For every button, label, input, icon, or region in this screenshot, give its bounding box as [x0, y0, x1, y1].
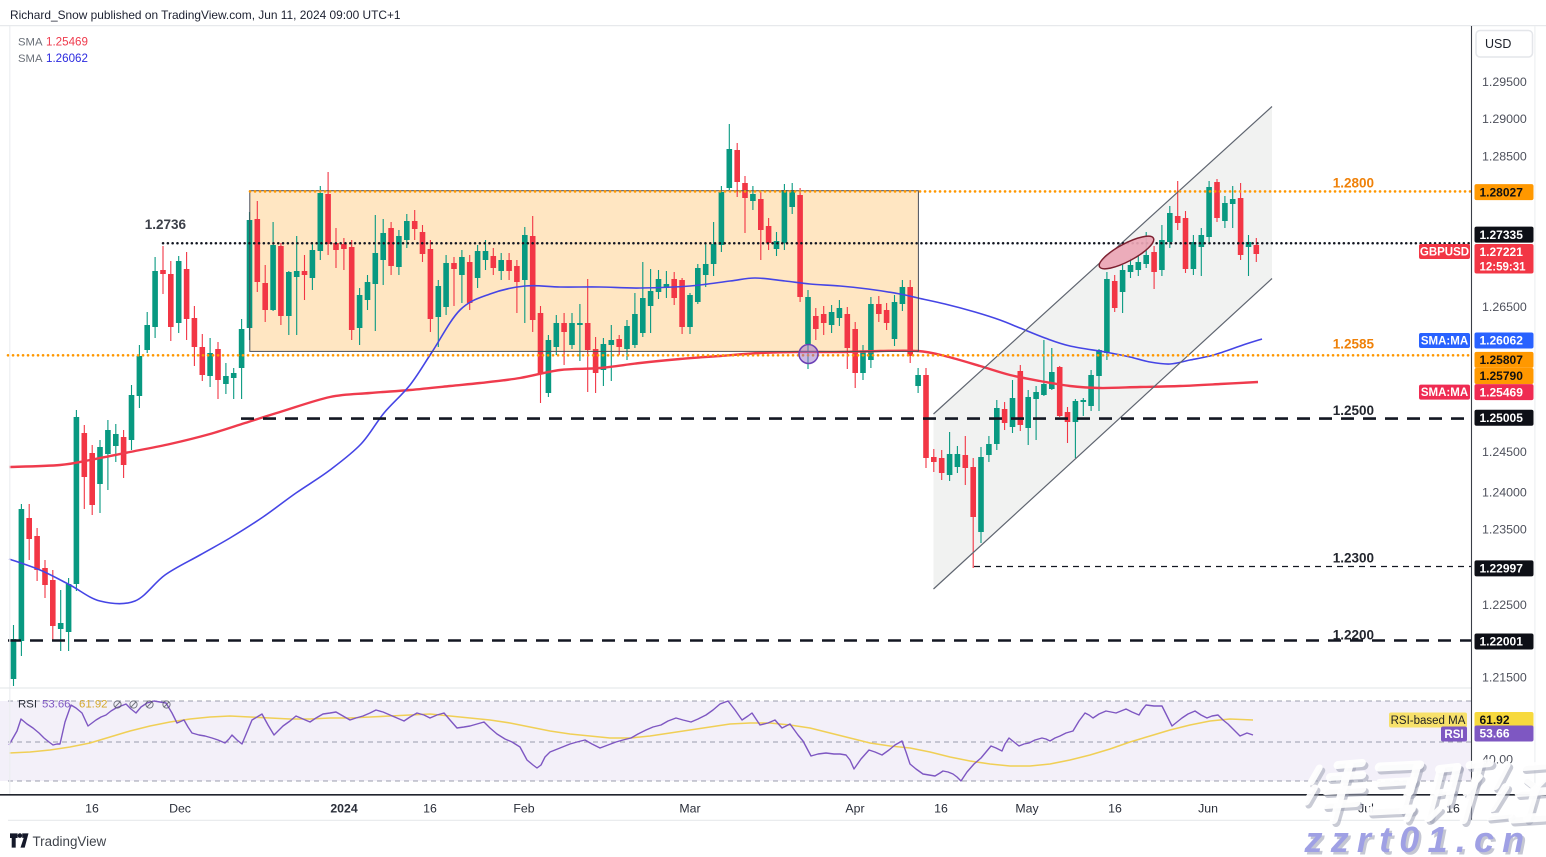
svg-text:1.27335: 1.27335: [1480, 228, 1524, 242]
svg-text:RSI: RSI: [1444, 729, 1463, 741]
svg-text:1.26500: 1.26500: [1482, 300, 1527, 314]
svg-text:1.25469: 1.25469: [46, 36, 88, 49]
svg-text:RSI: RSI: [18, 699, 37, 711]
svg-text:1.2800: 1.2800: [1333, 176, 1374, 191]
svg-text:1.2736: 1.2736: [145, 217, 187, 232]
svg-text:1.27221: 1.27221: [1480, 245, 1524, 259]
svg-text:1.29500: 1.29500: [1482, 75, 1527, 89]
svg-text:1.22997: 1.22997: [1480, 562, 1524, 576]
svg-text:16: 16: [423, 802, 437, 816]
svg-text:16: 16: [1108, 802, 1122, 816]
svg-text:16: 16: [934, 802, 948, 816]
svg-text:1.22001: 1.22001: [1480, 635, 1524, 649]
svg-text:zzrt01.cn: zzrt01.cn: [1306, 822, 1535, 857]
svg-text:Jun: Jun: [1198, 802, 1218, 816]
svg-text:1.2200: 1.2200: [1333, 628, 1374, 643]
svg-text:TradingView: TradingView: [33, 834, 107, 849]
svg-text:Apr: Apr: [845, 802, 864, 816]
svg-text:GBPUSD: GBPUSD: [1420, 247, 1469, 259]
svg-text:1.2500: 1.2500: [1333, 403, 1374, 418]
svg-text:Dec: Dec: [169, 802, 191, 816]
svg-text:RSI-based MA: RSI-based MA: [1391, 715, 1466, 727]
svg-text:SMA:MA: SMA:MA: [1421, 336, 1468, 348]
svg-text:1.24500: 1.24500: [1482, 445, 1527, 459]
svg-text:1.2585: 1.2585: [1333, 337, 1375, 352]
svg-text:zzrt01.cn: zzrt01.cn: [1304, 819, 1533, 857]
svg-text:16: 16: [85, 802, 99, 816]
svg-text:USD: USD: [1485, 37, 1511, 51]
svg-text:53.66: 53.66: [42, 699, 71, 711]
svg-text:1.26062: 1.26062: [1480, 334, 1524, 348]
svg-text:SMA:MA: SMA:MA: [1421, 387, 1468, 399]
svg-text:1.24000: 1.24000: [1482, 485, 1527, 499]
svg-text:SMA: SMA: [18, 37, 43, 49]
svg-text:12:59:31: 12:59:31: [1480, 262, 1527, 274]
svg-text:1.21500: 1.21500: [1482, 670, 1527, 684]
svg-text:61.92: 61.92: [79, 699, 108, 711]
svg-text:Mar: Mar: [679, 802, 700, 816]
svg-text:1.29000: 1.29000: [1482, 112, 1527, 126]
svg-text:1.22500: 1.22500: [1482, 598, 1527, 612]
svg-text:Richard_Snow published on Trad: Richard_Snow published on TradingView.co…: [10, 8, 401, 22]
svg-text:1.2300: 1.2300: [1333, 551, 1374, 566]
svg-text:1.25469: 1.25469: [1480, 385, 1524, 399]
svg-text:61.92: 61.92: [1480, 713, 1510, 727]
svg-text:Feb: Feb: [513, 802, 534, 816]
svg-text:1.25790: 1.25790: [1480, 369, 1524, 383]
svg-text:1.26062: 1.26062: [46, 52, 88, 65]
svg-text:1.25807: 1.25807: [1480, 353, 1524, 367]
svg-text:May: May: [1015, 802, 1039, 816]
svg-text:SMA: SMA: [18, 53, 43, 65]
svg-text:1.28500: 1.28500: [1482, 149, 1527, 163]
svg-text:2024: 2024: [330, 802, 358, 816]
svg-text:1.28027: 1.28027: [1480, 185, 1524, 199]
svg-text:1.25005: 1.25005: [1480, 411, 1524, 425]
svg-text:1.23500: 1.23500: [1482, 522, 1527, 536]
svg-text:53.66: 53.66: [1480, 727, 1510, 741]
